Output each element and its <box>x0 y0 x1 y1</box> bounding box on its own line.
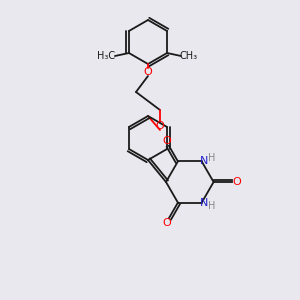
Text: O: O <box>156 121 164 131</box>
Text: O: O <box>144 67 152 77</box>
Text: O: O <box>162 218 171 227</box>
Text: O: O <box>162 136 171 146</box>
Text: N: N <box>200 156 208 167</box>
Text: H: H <box>208 201 215 211</box>
Text: N: N <box>200 198 208 208</box>
Text: O: O <box>232 177 241 187</box>
Text: H: H <box>208 153 215 164</box>
Text: CH₃: CH₃ <box>180 51 198 61</box>
Text: H₃C: H₃C <box>97 51 115 61</box>
